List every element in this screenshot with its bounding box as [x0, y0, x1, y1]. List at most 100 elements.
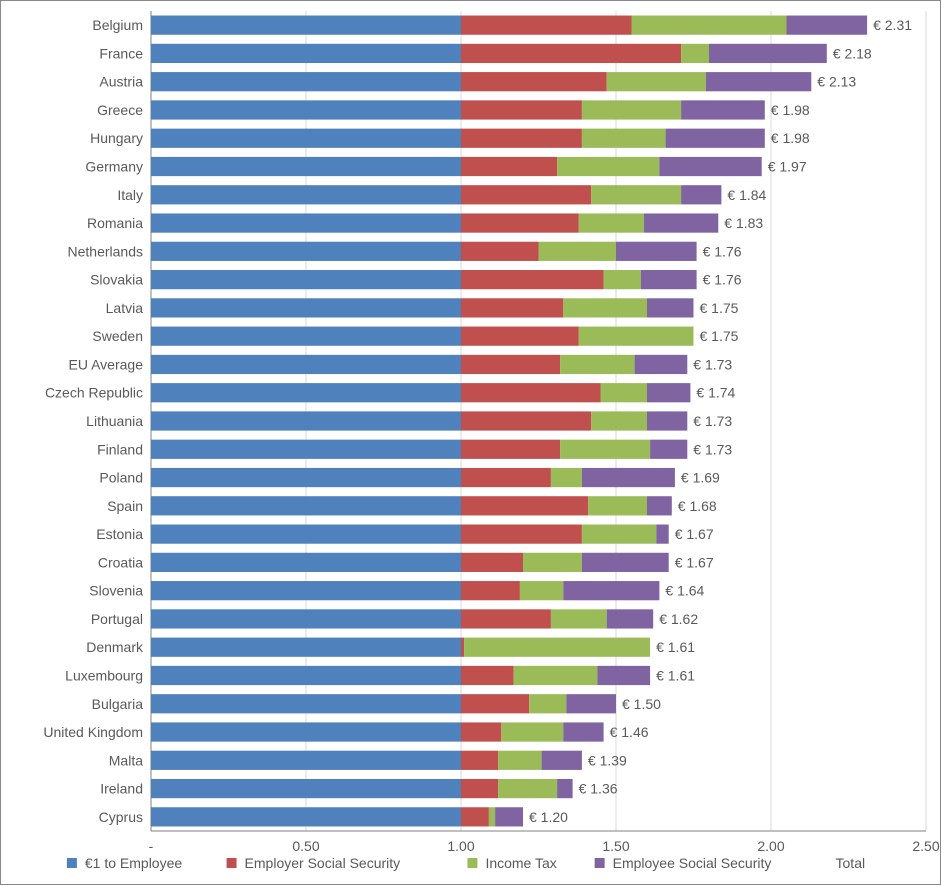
bar-segment-employee_ss: [495, 807, 523, 826]
bar-segment-income_tax: [582, 100, 681, 119]
bar-segment-euro1: [151, 666, 461, 685]
category-label: United Kingdom: [43, 724, 143, 740]
bar-segment-income_tax: [560, 440, 650, 459]
bar-segment-employer_ss: [461, 468, 551, 487]
bar-segment-employer_ss: [461, 722, 501, 741]
bar-segment-income_tax: [588, 496, 647, 515]
bar-segment-employer_ss: [461, 242, 539, 261]
total-label: € 1.67: [675, 526, 714, 542]
bar-segment-employer_ss: [461, 327, 579, 346]
total-label: € 1.97: [768, 159, 807, 175]
bar-segment-income_tax: [514, 666, 598, 685]
bar-segment-euro1: [151, 213, 461, 232]
legend-label: Employee Social Security: [613, 855, 772, 871]
bar-segment-euro1: [151, 129, 461, 148]
category-label: Czech Republic: [45, 385, 143, 401]
bar-segment-euro1: [151, 100, 461, 119]
category-label: Italy: [117, 187, 143, 203]
bar-segment-employee_ss: [647, 496, 672, 515]
total-label: € 1.61: [656, 667, 695, 683]
bar-segment-employer_ss: [461, 129, 582, 148]
bar-segment-employee_ss: [787, 16, 868, 35]
bar-segment-employee_ss: [616, 242, 697, 261]
bar-segment-employee_ss: [582, 553, 669, 572]
bar-segment-euro1: [151, 524, 461, 543]
bar-segment-income_tax: [464, 638, 650, 657]
bar-segment-employer_ss: [461, 411, 591, 430]
bar-segment-employer_ss: [461, 609, 551, 628]
total-label: € 1.75: [700, 328, 739, 344]
bar-segment-euro1: [151, 609, 461, 628]
category-label: Lithuania: [86, 413, 143, 429]
total-label: € 1.67: [675, 554, 714, 570]
bar-segment-income_tax: [601, 383, 648, 402]
legend-swatch: [467, 858, 477, 868]
bar-segment-employer_ss: [461, 666, 514, 685]
total-label: € 1.36: [579, 781, 618, 797]
bar-segment-euro1: [151, 751, 461, 770]
bar-segment-income_tax: [539, 242, 617, 261]
bar-segment-euro1: [151, 383, 461, 402]
bar-segment-euro1: [151, 779, 461, 798]
bar-segment-income_tax: [579, 213, 644, 232]
total-label: € 1.83: [724, 215, 763, 231]
bar-segment-employee_ss: [650, 440, 687, 459]
bar-segment-employer_ss: [461, 72, 607, 91]
bar-segment-euro1: [151, 72, 461, 91]
total-label: € 2.18: [833, 45, 872, 61]
x-axis-tick-label: 2.50: [912, 838, 939, 854]
bar-segment-employee_ss: [582, 468, 675, 487]
bar-segment-income_tax: [591, 185, 681, 204]
bar-segment-employer_ss: [461, 16, 632, 35]
x-axis-tick-label: 1.50: [602, 838, 629, 854]
category-label: Luxembourg: [65, 667, 143, 683]
bar-segment-euro1: [151, 468, 461, 487]
bar-segment-income_tax: [591, 411, 647, 430]
category-label: Austria: [99, 74, 143, 90]
bar-segment-employee_ss: [563, 581, 659, 600]
category-label: EU Average: [69, 356, 144, 372]
bar-segment-employer_ss: [461, 185, 591, 204]
bar-segment-employee_ss: [566, 694, 616, 713]
bar-segment-euro1: [151, 270, 461, 289]
total-label: € 1.68: [678, 498, 717, 514]
bar-segment-income_tax: [523, 553, 582, 572]
bar-segment-income_tax: [579, 327, 694, 346]
bar-segment-euro1: [151, 327, 461, 346]
category-label: Malta: [109, 752, 143, 768]
bar-segment-income_tax: [604, 270, 641, 289]
bar-segment-employee_ss: [542, 751, 582, 770]
category-label: Hungary: [90, 130, 143, 146]
total-label: € 1.76: [703, 243, 742, 259]
category-label: Netherlands: [68, 243, 144, 259]
bar-segment-employer_ss: [461, 100, 582, 119]
bar-segment-employee_ss: [597, 666, 650, 685]
legend-label: €1 to Employee: [85, 855, 182, 871]
total-label: € 1.20: [529, 809, 568, 825]
bar-segment-euro1: [151, 440, 461, 459]
bar-segment-employer_ss: [461, 355, 560, 374]
bar-segment-employee_ss: [666, 129, 765, 148]
bar-segment-euro1: [151, 722, 461, 741]
bar-segment-employee_ss: [706, 72, 811, 91]
category-label: Cyprus: [99, 809, 143, 825]
bar-segment-employer_ss: [461, 157, 557, 176]
bar-segment-income_tax: [551, 468, 582, 487]
total-label: € 1.69: [681, 470, 720, 486]
bar-segment-employer_ss: [461, 779, 498, 798]
total-label: € 1.84: [727, 187, 766, 203]
bar-segment-income_tax: [560, 355, 634, 374]
bar-segment-employee_ss: [709, 44, 827, 63]
category-label: Sweden: [92, 328, 143, 344]
legend-label: Income Tax: [485, 855, 556, 871]
category-label: Slovenia: [89, 583, 143, 599]
bar-segment-employee_ss: [656, 524, 668, 543]
bar-segment-income_tax: [489, 807, 495, 826]
bar-segment-income_tax: [681, 44, 709, 63]
bar-segment-employee_ss: [647, 298, 694, 317]
total-label: € 1.62: [659, 611, 698, 627]
bar-segment-employee_ss: [641, 270, 697, 289]
bar-segment-income_tax: [498, 779, 557, 798]
bar-segment-employer_ss: [461, 524, 582, 543]
category-label: France: [99, 45, 143, 61]
